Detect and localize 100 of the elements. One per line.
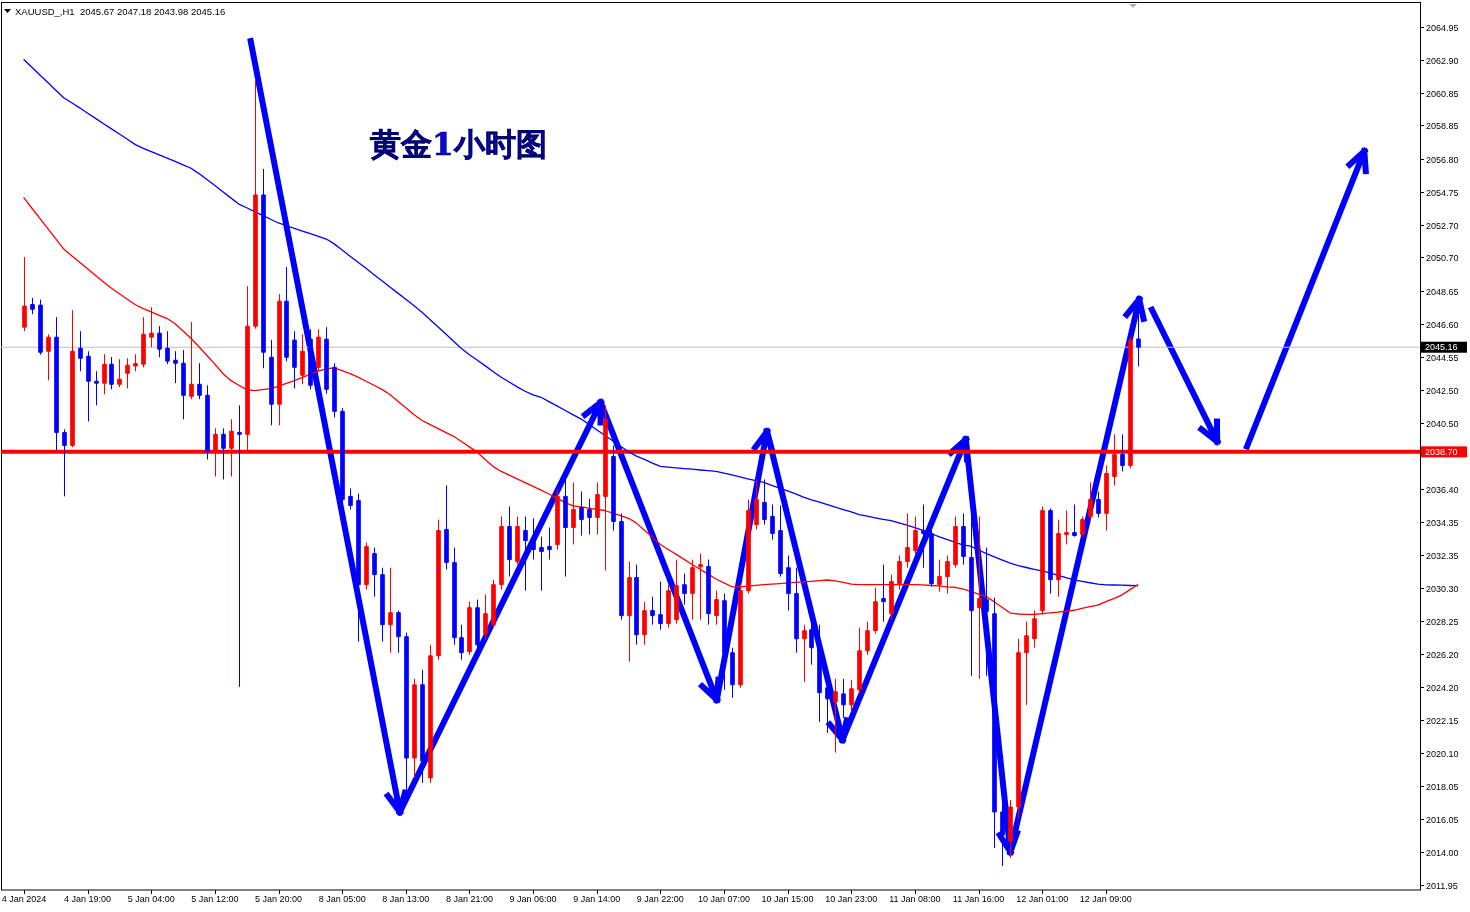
- candlestick: [802, 624, 807, 683]
- candlestick: [1136, 314, 1141, 367]
- candlestick: [833, 678, 838, 754]
- y-tick-label: 2020.10: [1426, 748, 1459, 759]
- candlestick: [308, 328, 313, 390]
- candlestick: [277, 293, 282, 426]
- y-tick-label: 2042.50: [1426, 385, 1459, 396]
- candlestick: [881, 564, 886, 623]
- candlestick: [62, 428, 67, 497]
- candlestick: [778, 504, 783, 578]
- candlestick: [1120, 433, 1125, 472]
- candlestick: [86, 350, 91, 422]
- candlestick: [483, 594, 488, 641]
- candlestick: [865, 621, 870, 656]
- candlestick: [1096, 491, 1101, 518]
- candlestick: [125, 357, 130, 389]
- x-tick-label: 5 Jan 20:00: [255, 894, 303, 904]
- candlestick: [666, 584, 671, 629]
- candlestick: [921, 504, 926, 569]
- candlestick: [459, 624, 464, 661]
- candlestick: [38, 299, 43, 356]
- candlestick: [237, 404, 242, 688]
- y-tick-label: 2064.95: [1426, 22, 1459, 33]
- y-tick-label: 2040.50: [1426, 418, 1459, 429]
- candlestick: [380, 567, 385, 643]
- candlestick: [1064, 509, 1069, 546]
- candlestick: [682, 573, 687, 606]
- y-tick-label: 2028.25: [1426, 616, 1459, 627]
- y-tick-label: 2032.35: [1426, 550, 1459, 561]
- candlestick: [515, 515, 520, 566]
- candlestick: [356, 492, 361, 643]
- candlestick: [634, 564, 639, 646]
- y-tick-label: 2026.20: [1426, 649, 1459, 660]
- x-tick-label: 4 Jan 2024: [1, 894, 47, 904]
- candlestick: [22, 256, 27, 332]
- y-tick-label: 2054.75: [1426, 187, 1459, 198]
- candlestick: [849, 679, 854, 713]
- candlestick: [388, 567, 393, 654]
- x-tick-label: 5 Jan 04:00: [127, 894, 175, 904]
- candlestick: [436, 519, 441, 661]
- x-tick-label: 9 Jan 22:00: [636, 894, 684, 904]
- candlestick: [547, 527, 552, 561]
- x-tick-label: 8 Jan 05:00: [318, 894, 366, 904]
- candlestick: [1008, 799, 1013, 859]
- candlestick: [571, 481, 576, 546]
- candlestick: [221, 427, 226, 480]
- candlestick: [507, 505, 512, 578]
- candlestick: [109, 356, 114, 390]
- chart-subtitle: XAUUSD_,H1 2045.67 2047.18 2043.98 2045.16: [15, 6, 226, 17]
- candlestick: [1088, 481, 1093, 521]
- x-tick-label: 4 Jan 19:00: [64, 894, 112, 904]
- candlestick: [650, 596, 655, 626]
- y-tick-label: 2034.35: [1426, 517, 1459, 528]
- candlestick: [157, 325, 162, 358]
- y-tick-label: 2014.00: [1426, 847, 1459, 858]
- x-tick-label: 11 Jan 08:00: [889, 894, 941, 904]
- candlestick: [102, 353, 107, 395]
- candlestick: [746, 498, 751, 595]
- candlestick: [786, 555, 791, 612]
- candlestick: [467, 601, 472, 656]
- candlestick: [817, 624, 822, 723]
- x-tick-label: 11 Jan 16:00: [952, 894, 1005, 904]
- candlestick: [332, 362, 337, 418]
- candlestick: [579, 491, 584, 537]
- candlestick: [762, 478, 767, 526]
- candlestick: [499, 515, 504, 591]
- candlestick: [857, 627, 862, 695]
- y-tick-label: 2018.05: [1426, 781, 1459, 792]
- candlestick: [953, 515, 958, 569]
- candlestick: [913, 515, 918, 556]
- candlestick: [324, 326, 329, 395]
- candlestick: [619, 512, 624, 621]
- candlestick: [30, 297, 35, 315]
- ref-line-label: 2045.16: [1425, 342, 1458, 353]
- candlestick: [794, 567, 799, 654]
- candlestick: [292, 330, 297, 389]
- candlestick: [961, 512, 966, 566]
- candlestick: [1016, 638, 1021, 819]
- candlestick: [992, 597, 997, 849]
- candlestick: [372, 547, 377, 598]
- candlestick: [587, 498, 592, 535]
- candlestick: [945, 555, 950, 595]
- candlestick: [404, 632, 409, 791]
- x-tick-label: 12 Jan 09:00: [1079, 894, 1132, 904]
- candlestick: [897, 555, 902, 591]
- candlestick: [348, 487, 353, 511]
- candlestick: [905, 512, 910, 569]
- candlestick: [1080, 515, 1085, 539]
- candlestick: [595, 481, 600, 535]
- y-tick-label: 2024.20: [1426, 682, 1459, 693]
- candlestick: [181, 349, 186, 420]
- candlestick: [770, 504, 775, 541]
- y-tick-label: 2011.95: [1426, 880, 1458, 891]
- y-tick-label: 2016.05: [1426, 814, 1459, 825]
- candlestick: [54, 316, 59, 452]
- candlestick: [523, 515, 528, 592]
- candlestick: [809, 601, 814, 666]
- candlestick: [189, 321, 194, 400]
- candlestick: [555, 488, 560, 551]
- x-tick-label: 10 Jan 15:00: [761, 894, 814, 904]
